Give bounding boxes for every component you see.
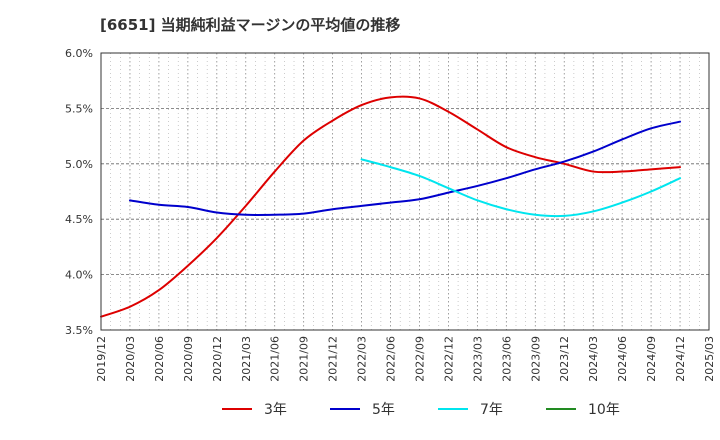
plot-border (100, 52, 710, 331)
x-tick-label: 2022/06 (385, 336, 398, 382)
y-tick-label: 4.5% (65, 213, 93, 226)
legend-label-0: 3年 (264, 402, 287, 418)
x-tick-label: 2021/12 (327, 336, 340, 382)
x-tick-label: 2020/12 (211, 336, 224, 382)
y-tick-label: 3.5% (65, 324, 93, 337)
x-tick-label: 2024/09 (645, 336, 658, 382)
legend-label-2: 7年 (480, 402, 503, 418)
legend-label-1: 5年 (372, 402, 395, 418)
y-axis-ticks: 3.5% 4.0% 4.5% 5.0% 5.5% 6.0% (65, 47, 93, 337)
legend-label-3: 10年 (588, 402, 620, 418)
x-tick-label: 2024/03 (587, 336, 600, 382)
y-tick-label: 4.0% (65, 269, 93, 282)
x-tick-label: 2019/12 (95, 336, 108, 382)
x-tick-label: 2022/03 (356, 336, 369, 382)
x-tick-label: 2022/12 (442, 336, 455, 382)
chart-title: [6651] 当期純利益マージンの平均値の推移 (100, 16, 401, 34)
x-tick-label: 2022/09 (413, 336, 426, 382)
x-tick-label: 2023/09 (529, 336, 542, 382)
x-tick-label: 2023/06 (500, 336, 513, 382)
x-tick-label: 2020/06 (153, 336, 166, 382)
x-axis-ticks: 2019/12 2020/03 2020/06 2020/09 2020/12 2021/… (95, 336, 716, 382)
y-tick-label: 6.0% (65, 47, 93, 60)
series-line-2 (360, 158, 682, 218)
x-tick-label: 2024/06 (616, 336, 629, 382)
series-layer (100, 95, 682, 318)
x-tick-label: 2023/12 (558, 336, 571, 382)
x-tick-label: 2021/06 (269, 336, 282, 382)
series-line-1 (128, 120, 682, 216)
y-tick-label: 5.5% (65, 102, 93, 115)
x-tick-label: 2025/03 (703, 336, 716, 382)
x-tick-label: 2020/03 (124, 336, 137, 382)
x-tick-label: 2024/12 (674, 336, 687, 382)
grid-layer (101, 53, 709, 330)
x-tick-label: 2021/09 (298, 336, 311, 382)
x-tick-label: 2021/03 (240, 336, 253, 382)
legend: 3年 5年 7年 10年 (222, 402, 620, 418)
x-tick-label: 2020/09 (182, 336, 195, 382)
series-line-0 (100, 95, 682, 318)
y-tick-label: 5.0% (65, 158, 93, 171)
x-tick-label: 2023/03 (471, 336, 484, 382)
